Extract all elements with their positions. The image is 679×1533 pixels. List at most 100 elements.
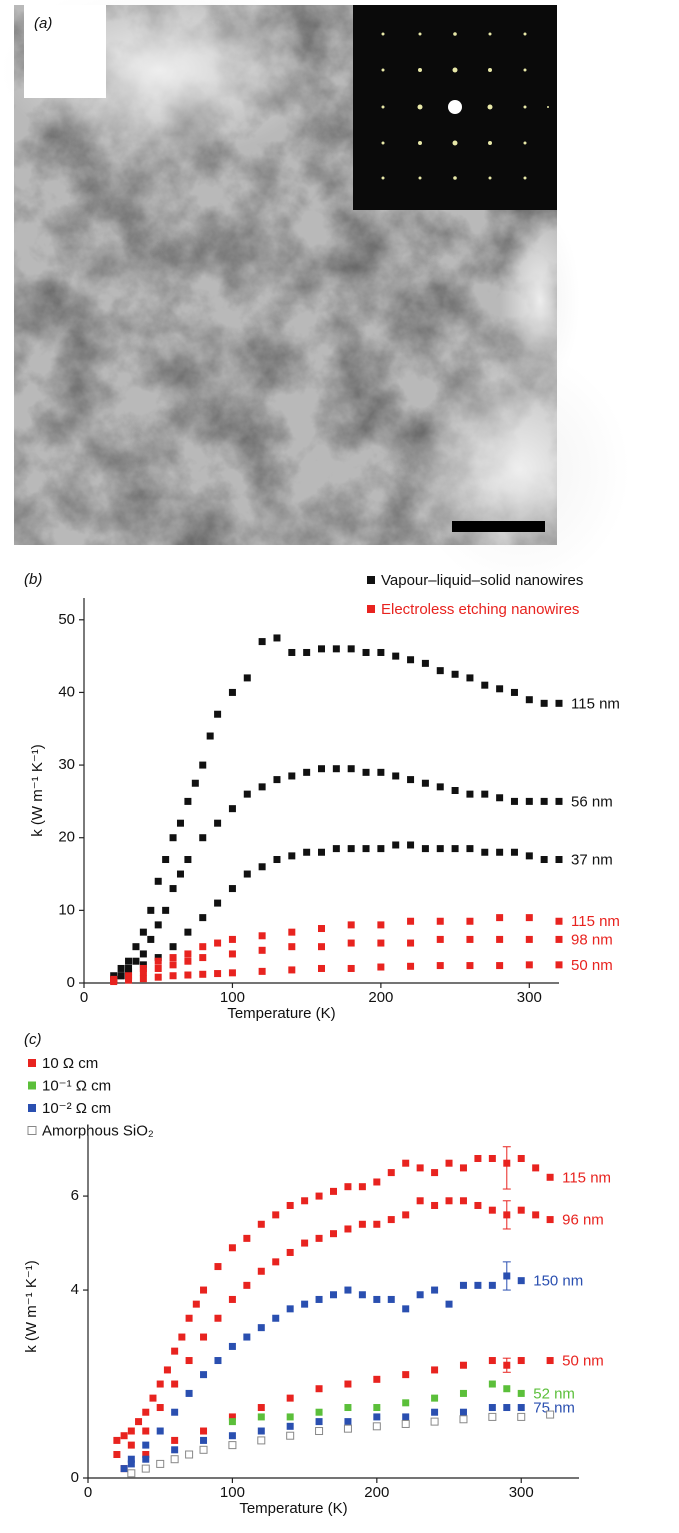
data-point	[517, 1206, 525, 1214]
data-point	[303, 848, 311, 856]
x-tick-label: 100	[220, 989, 245, 1006]
data-point	[436, 935, 444, 943]
data-point	[362, 768, 370, 776]
data-point	[532, 1211, 540, 1219]
x-tick-label: 300	[517, 989, 542, 1006]
data-point	[214, 1263, 222, 1271]
data-point	[199, 834, 207, 842]
legend-marker	[27, 1126, 37, 1135]
curve-label: 96 nm	[562, 1212, 604, 1229]
data-point	[459, 1415, 468, 1424]
legend-marker	[367, 605, 375, 613]
data-point	[142, 1451, 150, 1459]
data-point	[332, 845, 340, 853]
data-point	[184, 928, 192, 936]
data-point	[488, 1404, 496, 1412]
data-point	[191, 779, 199, 787]
data-point	[517, 1389, 525, 1397]
data-point	[228, 1244, 236, 1252]
data-point	[377, 648, 385, 656]
data-point	[142, 1427, 150, 1435]
data-point	[445, 1197, 453, 1205]
data-point	[488, 1281, 496, 1289]
data-point	[451, 845, 459, 853]
data-point	[301, 1197, 309, 1205]
data-point	[347, 645, 355, 653]
data-point	[387, 1216, 395, 1224]
data-point	[169, 961, 177, 969]
data-point	[540, 797, 548, 805]
data-point	[127, 1460, 135, 1468]
data-point	[142, 1455, 150, 1463]
data-point	[228, 950, 236, 958]
data-point	[387, 1295, 395, 1303]
data-point	[488, 1357, 496, 1365]
data-point	[154, 964, 162, 972]
data-point	[258, 967, 266, 975]
data-point	[387, 1169, 395, 1177]
data-point	[555, 961, 563, 969]
data-point	[169, 885, 177, 893]
data-point	[459, 1164, 467, 1172]
data-point	[170, 1455, 179, 1464]
data-point	[347, 845, 355, 853]
data-point	[199, 970, 207, 978]
data-point	[377, 921, 385, 929]
data-point	[303, 648, 311, 656]
data-point	[546, 1410, 555, 1419]
legend-label: 10⁻¹ Ω cm	[42, 1077, 111, 1094]
data-point	[286, 1422, 294, 1430]
data-point	[525, 797, 533, 805]
data-point	[228, 688, 236, 696]
data-point	[318, 645, 325, 653]
data-point	[176, 819, 184, 827]
data-point	[466, 935, 474, 943]
legend-label: Vapour–liquid–solid nanowires	[381, 572, 583, 589]
data-point	[127, 1469, 136, 1478]
data-point	[199, 914, 207, 922]
data-point	[125, 957, 133, 965]
data-point	[344, 1286, 352, 1294]
data-point	[154, 921, 162, 929]
data-point	[199, 954, 207, 962]
data-point	[315, 1192, 323, 1200]
data-point	[436, 783, 444, 791]
data-point	[243, 1234, 251, 1242]
data-point	[286, 1305, 294, 1313]
data-point	[127, 1441, 135, 1449]
data-point	[525, 852, 533, 860]
data-point	[344, 1225, 352, 1233]
data-point	[273, 776, 281, 784]
data-point	[416, 1197, 424, 1205]
data-point	[139, 968, 147, 976]
data-point	[392, 772, 400, 780]
data-point	[496, 935, 504, 943]
data-point	[257, 1404, 265, 1412]
data-point	[373, 1413, 381, 1421]
data-point	[162, 856, 170, 864]
data-point	[127, 1427, 135, 1435]
data-point	[525, 935, 533, 943]
data-point	[402, 1399, 410, 1407]
data-point	[135, 1418, 143, 1426]
legend-label: Amorphous SiO₂	[42, 1122, 154, 1139]
data-point	[156, 1427, 164, 1435]
data-point	[117, 964, 125, 972]
data-point	[228, 1432, 236, 1440]
data-point	[431, 1394, 439, 1402]
data-point	[315, 1408, 323, 1416]
data-point	[445, 1300, 453, 1308]
data-point	[288, 648, 296, 656]
x-axis-label: Temperature (K)	[227, 1005, 335, 1022]
x-axis-label: Temperature (K)	[239, 1500, 347, 1517]
curve-label: 56 nm	[571, 793, 613, 810]
curve-label: 150 nm	[533, 1273, 583, 1290]
data-point	[488, 1380, 496, 1388]
data-point	[407, 841, 415, 849]
data-point	[421, 659, 429, 667]
data-point	[402, 1413, 410, 1421]
data-point	[171, 1436, 179, 1444]
data-point	[171, 1446, 179, 1454]
data-point	[362, 845, 370, 853]
data-point	[286, 1413, 294, 1421]
